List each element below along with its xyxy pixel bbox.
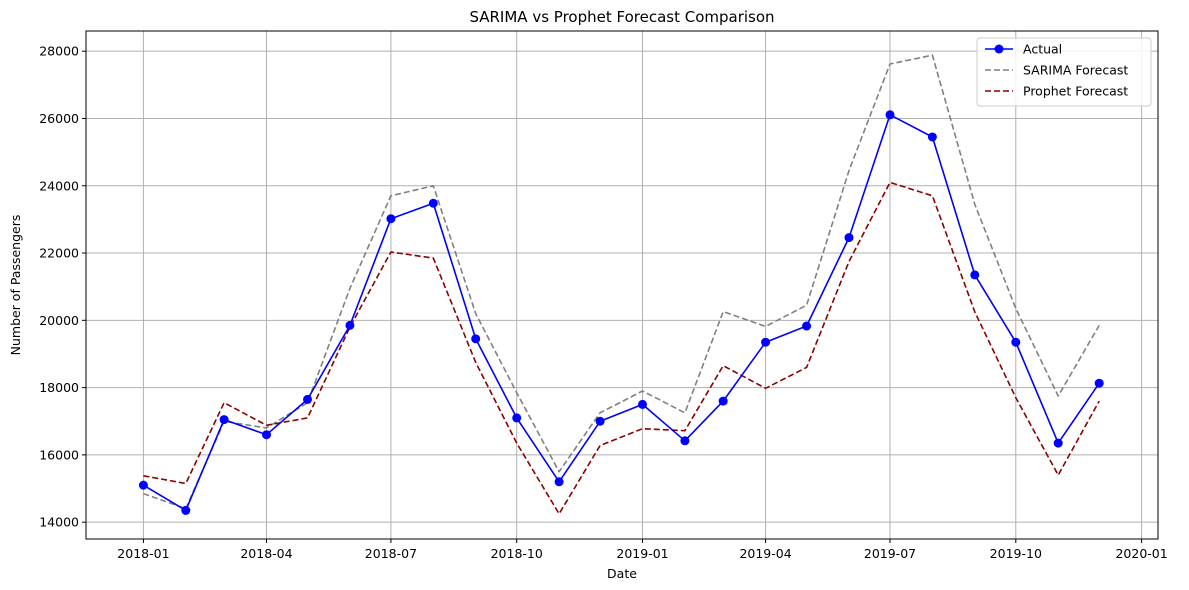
data-point: [219, 415, 229, 425]
x-tick-label: 2018-01: [117, 546, 169, 561]
data-point: [761, 337, 771, 347]
data-point: [844, 233, 854, 243]
data-point: [927, 132, 937, 142]
data-point: [386, 214, 396, 224]
plot-frame: [85, 30, 1159, 540]
data-point: [512, 413, 522, 423]
legend-label: Prophet Forecast: [1023, 84, 1128, 99]
series-sarima-forecast: [143, 54, 1100, 510]
y-tick-label: 24000: [39, 178, 79, 193]
data-point: [1011, 337, 1021, 347]
data-point: [303, 394, 313, 404]
data-point: [802, 321, 812, 331]
series-line: [143, 54, 1100, 510]
legend-marker: [994, 44, 1004, 54]
legend-item: Prophet Forecast: [985, 84, 1128, 99]
y-tick-label: 22000: [39, 246, 79, 261]
x-axis-title: Date: [607, 566, 637, 581]
data-point: [1053, 438, 1063, 448]
x-tick-label: 2018-04: [240, 546, 292, 561]
data-point: [638, 399, 648, 409]
data-point: [718, 396, 728, 406]
axis-ticks: 2018-01 2018-04 2018-07 2018-10 2019-01 2019-…: [39, 44, 1167, 561]
x-tick-label: 2019-07: [864, 546, 916, 561]
series-line: [143, 181, 1100, 515]
y-tick-label: 16000: [39, 447, 79, 462]
data-point: [428, 198, 438, 208]
x-tick-label: 2019-01: [616, 546, 668, 561]
x-tick-label: 2018-07: [365, 546, 417, 561]
data-point: [970, 270, 980, 280]
legend-item: Actual: [985, 42, 1062, 57]
data-point: [181, 505, 191, 515]
legend-label: SARIMA Forecast: [1023, 63, 1128, 78]
x-tick-label: 2018-10: [491, 546, 543, 561]
data-point: [554, 477, 564, 487]
y-tick-label: 18000: [39, 380, 79, 395]
data-point: [261, 430, 271, 440]
series-actual: [138, 110, 1104, 515]
y-tick-label: 14000: [39, 515, 79, 530]
data-point: [595, 416, 605, 426]
x-tick-label: 2019-10: [990, 546, 1042, 561]
y-axis-title: Number of Passengers: [8, 215, 23, 356]
data-point: [345, 320, 355, 330]
series-line: [142, 114, 1100, 512]
y-tick-label: 28000: [39, 44, 79, 59]
data-point: [471, 334, 481, 344]
legend-item: SARIMA Forecast: [985, 63, 1128, 78]
series-prophet-forecast: [143, 181, 1100, 515]
series-layer: [138, 54, 1104, 515]
grid-lines: [86, 31, 1158, 539]
data-point: [680, 436, 690, 446]
x-tick-label: 2019-04: [739, 546, 791, 561]
legend: Actual SARIMA Forecast Prophet Forecast: [976, 37, 1152, 107]
data-point: [1094, 378, 1104, 388]
y-tick-label: 26000: [39, 111, 79, 126]
y-tick-label: 20000: [39, 313, 79, 328]
data-point: [885, 110, 895, 120]
legend-box: [976, 37, 1152, 107]
x-tick-label: 2020-01: [1115, 546, 1167, 561]
data-point: [138, 480, 148, 490]
chart-title: SARIMA vs Prophet Forecast Comparison: [469, 8, 774, 26]
legend-label: Actual: [1023, 42, 1062, 57]
